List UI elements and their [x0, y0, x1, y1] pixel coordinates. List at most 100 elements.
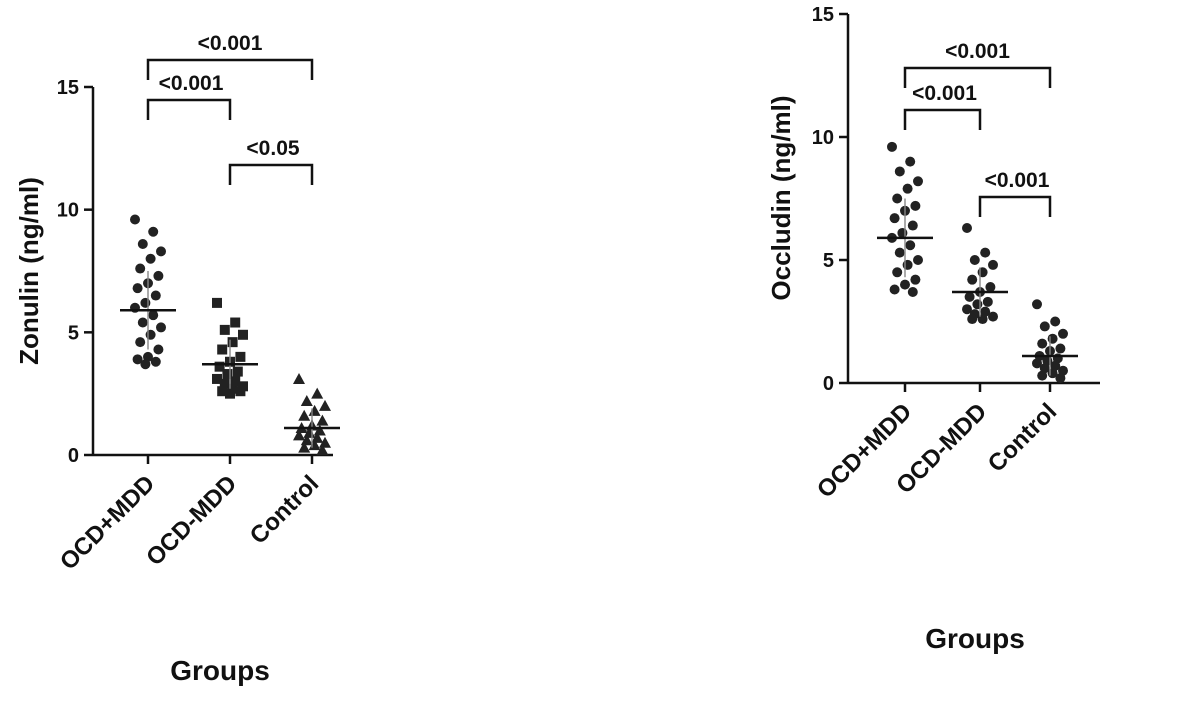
data-point	[892, 267, 903, 278]
data-point	[217, 344, 228, 355]
data-point	[967, 274, 978, 285]
data-point	[311, 387, 324, 399]
data-point	[1032, 299, 1042, 310]
data-point	[132, 283, 143, 294]
x-tick-label: Control	[245, 470, 324, 549]
data-point	[913, 176, 923, 187]
p-value-label: <0.001	[159, 72, 224, 95]
x-tick-label: OCD+MDD	[55, 470, 160, 575]
p-value-label: <0.001	[912, 82, 977, 105]
y-tick-label: 0	[68, 445, 79, 467]
data-point	[980, 247, 991, 258]
data-point	[150, 290, 161, 301]
data-point	[892, 193, 903, 204]
data-point	[300, 395, 313, 407]
data-point	[298, 441, 311, 453]
data-point	[225, 388, 235, 399]
data-point	[910, 200, 921, 211]
data-point	[238, 329, 248, 340]
data-point	[293, 372, 305, 384]
y-tick-label: 15	[57, 77, 79, 99]
y-tick-label: 5	[823, 250, 834, 272]
data-point	[137, 317, 148, 328]
significance-bracket	[903, 108, 982, 130]
data-point	[887, 141, 897, 152]
data-point	[889, 284, 900, 295]
data-point	[235, 351, 246, 362]
data-point	[1050, 316, 1061, 327]
p-value-label: <0.001	[985, 169, 1050, 192]
data-point	[140, 359, 151, 370]
data-point	[902, 183, 913, 194]
data-point	[150, 356, 161, 367]
data-point	[298, 409, 311, 421]
significance-bracket	[146, 98, 232, 120]
significance-bracket	[978, 195, 1052, 217]
p-value-label: <0.001	[198, 32, 263, 55]
data-point	[219, 378, 230, 389]
data-point	[230, 317, 241, 328]
x-axis-label: Groups	[170, 655, 270, 686]
data-point	[156, 322, 166, 333]
data-point	[145, 253, 156, 264]
data-point	[1055, 373, 1066, 384]
data-point	[316, 414, 329, 426]
data-point	[232, 366, 243, 377]
data-point	[969, 255, 980, 265]
data-point	[214, 361, 225, 372]
data-point	[148, 310, 159, 321]
data-point	[967, 314, 978, 325]
data-point	[319, 399, 331, 411]
data-point	[316, 444, 329, 456]
y-axis-label: Occludin (ng/ml)	[766, 95, 796, 300]
data-point	[907, 220, 918, 231]
data-point	[905, 240, 916, 251]
x-axis-label: Groups	[925, 623, 1025, 654]
significance-bracket	[146, 58, 314, 80]
data-point	[212, 373, 222, 384]
y-tick-label: 5	[68, 322, 79, 344]
data-point	[894, 247, 905, 258]
data-point	[1037, 338, 1048, 349]
y-tick-label: 0	[823, 373, 834, 395]
data-point	[156, 246, 166, 257]
data-point	[135, 263, 146, 274]
data-point	[962, 223, 972, 234]
y-axis-label: Zonulin (ng/ml)	[14, 177, 44, 365]
data-point	[910, 274, 921, 285]
data-point	[905, 156, 916, 167]
data-point	[153, 344, 164, 355]
data-point	[153, 270, 164, 281]
data-point	[900, 279, 910, 290]
p-value-label: <0.05	[246, 137, 299, 160]
x-tick-label: Control	[983, 398, 1062, 477]
data-point	[964, 291, 975, 302]
data-point	[962, 304, 972, 315]
data-point	[148, 226, 159, 237]
data-point	[982, 296, 993, 307]
p-value-label: <0.001	[945, 40, 1010, 63]
data-point	[1055, 343, 1066, 354]
data-point	[293, 429, 305, 441]
data-point	[985, 282, 996, 293]
data-point	[235, 386, 246, 397]
data-point	[894, 166, 905, 177]
data-point	[227, 337, 238, 348]
data-point	[137, 239, 148, 250]
data-point	[1058, 328, 1068, 339]
data-point	[217, 386, 228, 397]
y-tick-label: 10	[812, 127, 834, 149]
data-point	[1037, 370, 1048, 381]
data-point	[222, 369, 233, 380]
data-point	[1032, 358, 1042, 369]
data-point	[135, 337, 146, 348]
data-point	[988, 311, 998, 322]
data-point	[889, 213, 900, 224]
significance-bracket	[228, 163, 314, 185]
y-tick-label: 15	[812, 4, 834, 26]
data-point	[988, 259, 998, 270]
data-point	[1039, 321, 1050, 332]
data-point	[212, 297, 222, 308]
data-point	[132, 354, 143, 365]
